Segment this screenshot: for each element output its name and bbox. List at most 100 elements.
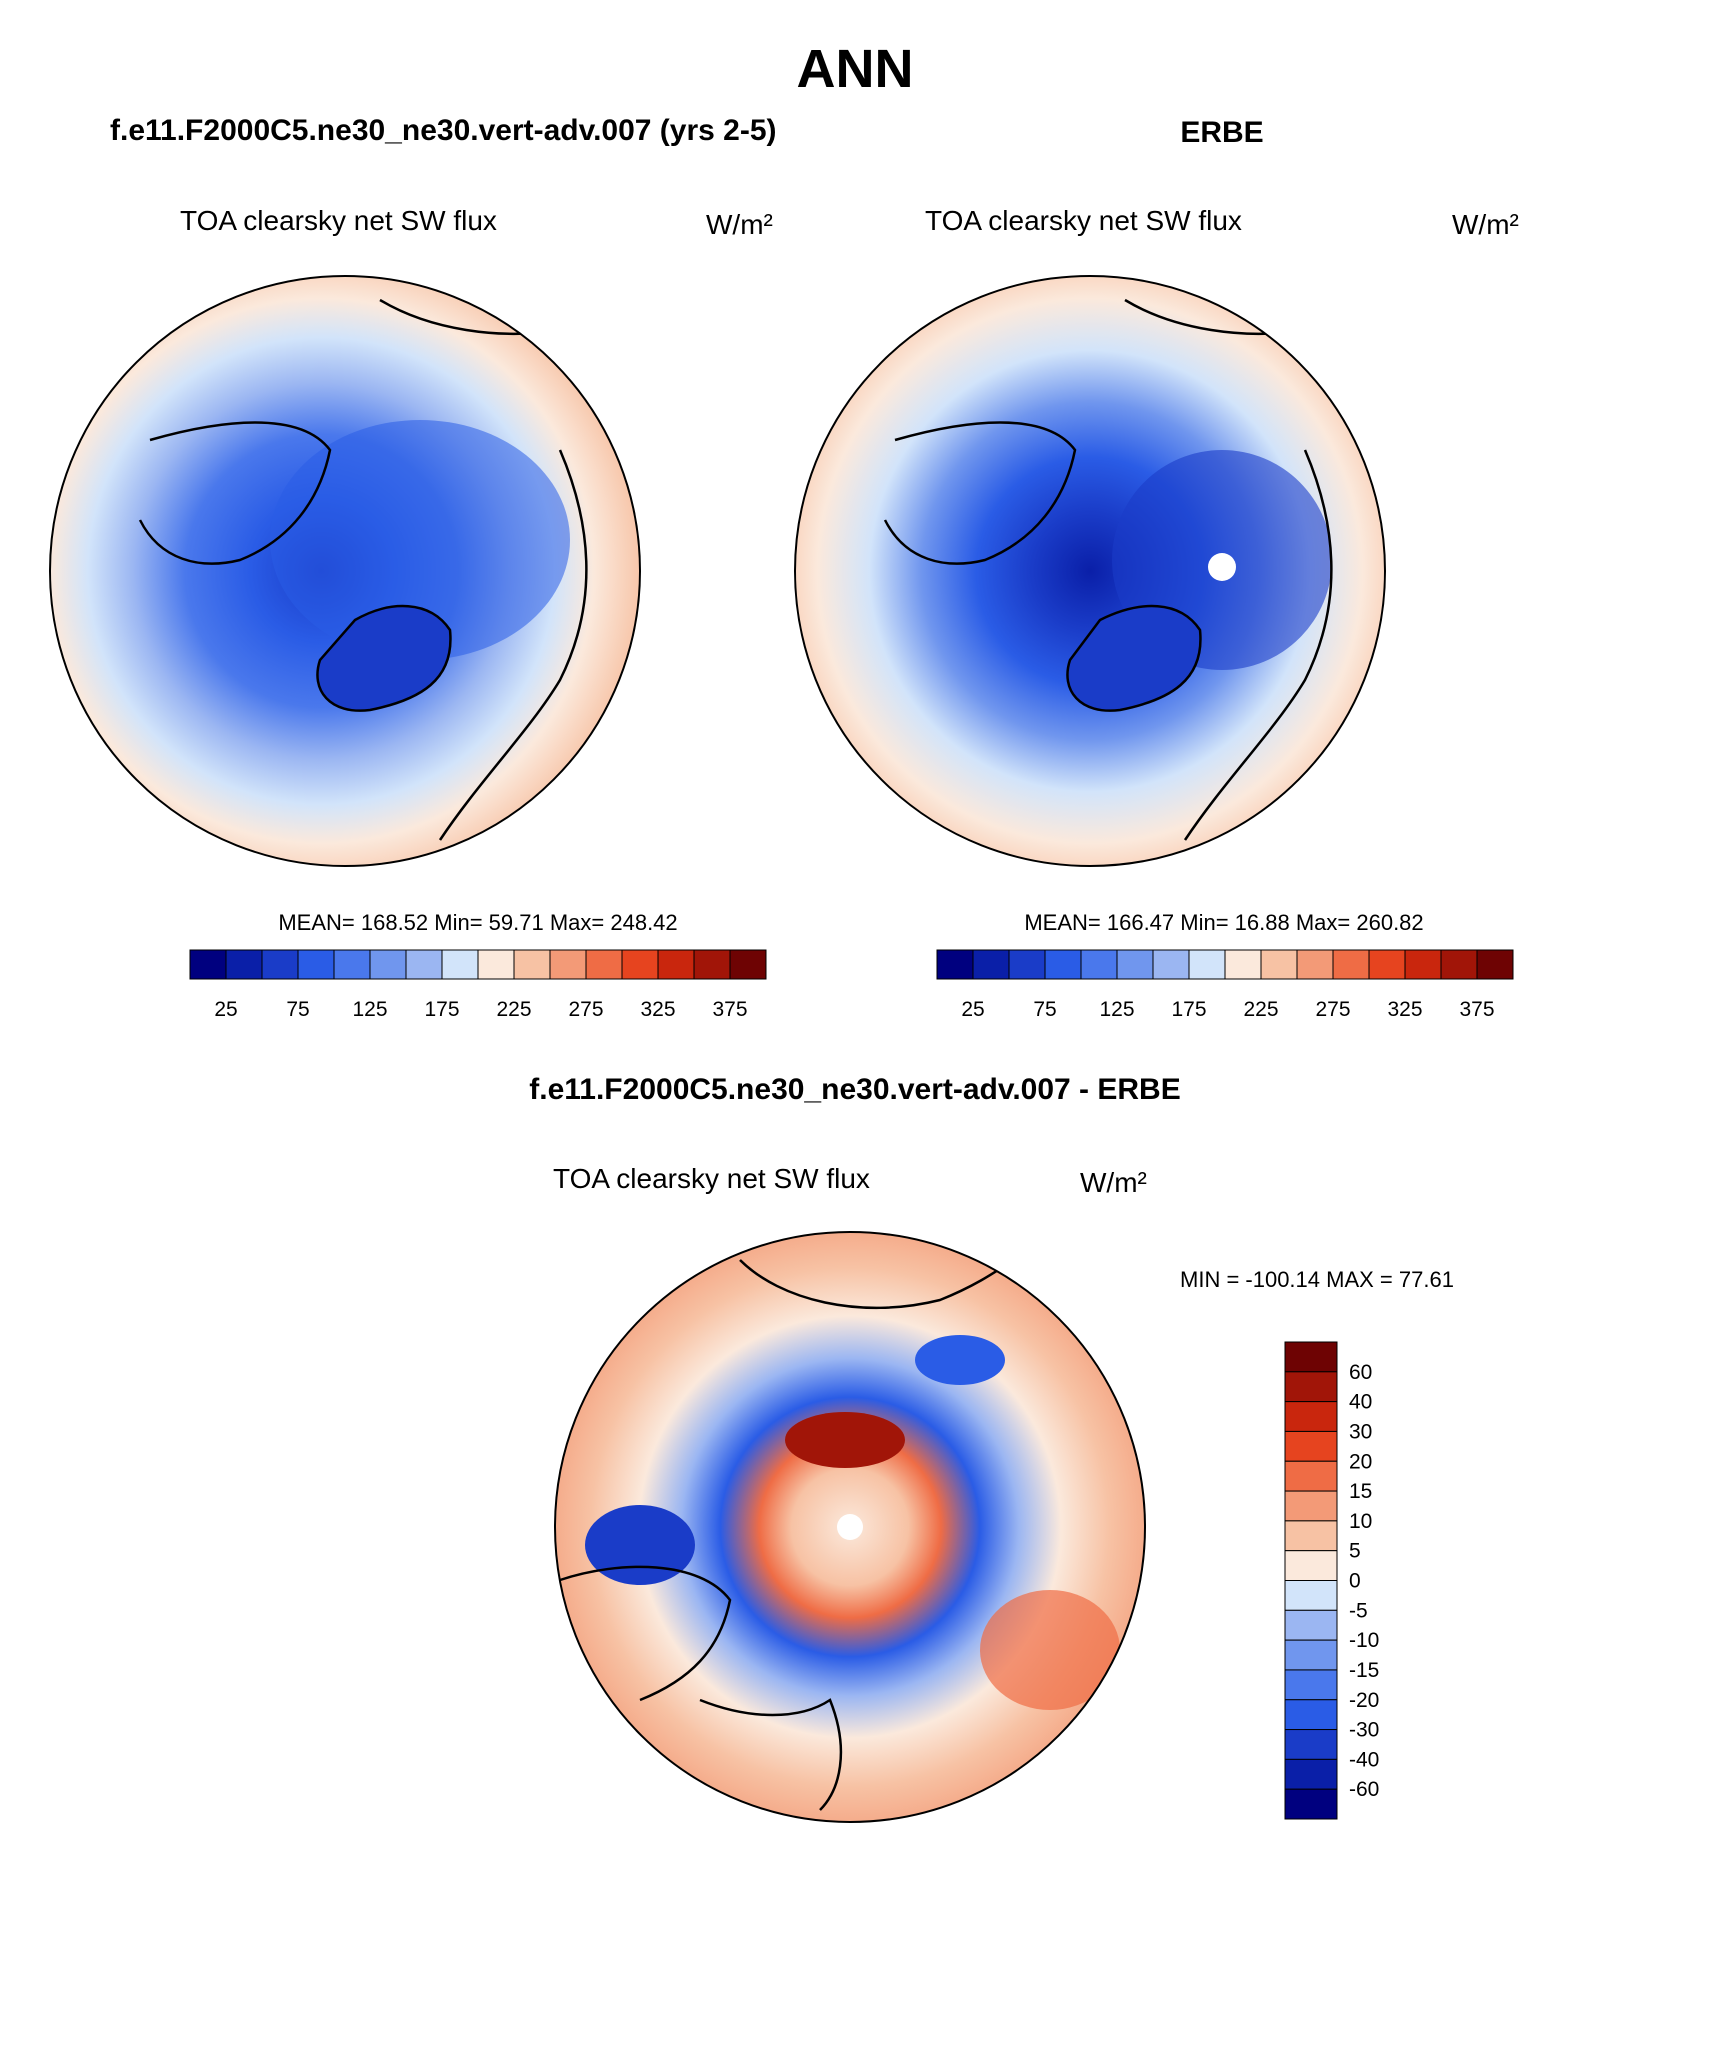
colorbar-tick-label: 0 [1349, 1570, 1361, 1593]
colorbar-tick-label: -5 [1349, 1599, 1368, 1622]
obs-panel-title: ERBE [1180, 116, 1263, 149]
colorbar-cell [369, 949, 407, 980]
obs-map-border [794, 275, 1386, 867]
colorbar-cell [1260, 949, 1298, 980]
obs-stats: MEAN= 166.47 Min= 16.88 Max= 260.82 [1024, 910, 1423, 935]
colorbar-cell [1284, 1371, 1338, 1403]
model-variable-label: TOA clearsky net SW flux [180, 205, 497, 236]
colorbar-tick-label: -10 [1349, 1629, 1379, 1652]
colorbar-tick-label: 325 [640, 998, 675, 1021]
colorbar-cell [1404, 949, 1442, 980]
colorbar-cell [549, 949, 587, 980]
colorbar-tick-label: 375 [712, 998, 747, 1021]
colorbar-tick-label: 20 [1349, 1450, 1372, 1473]
colorbar-cell [1152, 949, 1190, 980]
colorbar-cell [1284, 1758, 1338, 1790]
obs-polar-map [795, 276, 1385, 866]
diff-panel-title: f.e11.F2000C5.ne30_ne30.vert-adv.007 - E… [529, 1073, 1180, 1106]
diff-stats: MIN = -100.14 MAX = 77.61 [1180, 1267, 1454, 1292]
colorbar-cell [1116, 949, 1154, 980]
colorbar-tick-label: 75 [1033, 998, 1056, 1021]
colorbar-tick-label: 125 [352, 998, 387, 1021]
colorbar-cell [1044, 949, 1082, 980]
colorbar-cell [1284, 1520, 1338, 1552]
colorbar-tick-label: 125 [1099, 998, 1134, 1021]
colorbar-cell [1284, 1401, 1338, 1432]
colorbar-cell [441, 949, 479, 980]
colorbar-cell [1008, 949, 1046, 980]
obs-units-label: W/m² [1452, 209, 1519, 240]
colorbar-tick-label: 25 [961, 998, 984, 1021]
colorbar-tick-label: 10 [1349, 1510, 1372, 1533]
colorbar-cell [1284, 1550, 1338, 1581]
obs-colorbar: 25 75 125 175 225 275 325 375 [936, 949, 1514, 1021]
colorbar-tick-label: 30 [1349, 1420, 1372, 1443]
model-units-label: W/m² [706, 209, 773, 240]
colorbar-tick-label: 40 [1349, 1391, 1372, 1414]
colorbar-tick-label: 25 [214, 998, 237, 1021]
colorbar-tick-label: 275 [1315, 998, 1350, 1021]
colorbar-cell [1224, 949, 1262, 980]
diff-colorbar: 60 40 30 20 15 10 5 0 -5 -10 -15 -20 -30 -40 -60 [1284, 1341, 1379, 1820]
colorbar-tick-label: -40 [1349, 1748, 1379, 1771]
colorbar-tick-label: 325 [1387, 998, 1422, 1021]
colorbar-cell [513, 949, 551, 980]
colorbar-tick-label: 175 [424, 998, 459, 1021]
model-polar-map [50, 276, 640, 866]
colorbar-cell [657, 949, 695, 980]
diff-variable-label: TOA clearsky net SW flux [553, 1163, 870, 1194]
colorbar-cell [1284, 1669, 1338, 1701]
colorbar-tick-label: 5 [1349, 1540, 1361, 1563]
colorbar-cell [1476, 949, 1514, 980]
diff-pole-hole [837, 1514, 863, 1540]
colorbar-cell [1284, 1460, 1338, 1492]
diff-polar-map [555, 1232, 1145, 1822]
colorbar-tick-label: 15 [1349, 1480, 1372, 1503]
colorbar-cell [1188, 949, 1226, 980]
colorbar-cell [1284, 1609, 1338, 1641]
colorbar-cell [1284, 1490, 1338, 1522]
colorbar-cell [189, 949, 227, 980]
colorbar-cell [1284, 1639, 1338, 1671]
colorbar-tick-label: 75 [286, 998, 309, 1021]
model-panel-title: f.e11.F2000C5.ne30_ne30.vert-adv.007 (yr… [110, 114, 777, 147]
model-colorbar: 25 75 125 175 225 275 325 375 [189, 949, 767, 1021]
colorbar-cell [1080, 949, 1118, 980]
model-stats: MEAN= 168.52 Min= 59.71 Max= 248.42 [278, 910, 677, 935]
colorbar-cell [1284, 1430, 1338, 1462]
colorbar-tick-label: -30 [1349, 1719, 1379, 1742]
main-title: ANN [797, 39, 914, 99]
diff-map-panel: TOA clearsky net SW flux W/m² MIN = -100… [553, 1163, 1454, 1823]
colorbar-tick-label: 225 [496, 998, 531, 1021]
diff-units-label: W/m² [1080, 1167, 1147, 1198]
colorbar-cell [1296, 949, 1334, 980]
obs-pole-hole [1208, 553, 1236, 581]
colorbar-tick-label: 225 [1243, 998, 1278, 1021]
colorbar-cell [333, 949, 371, 980]
colorbar-cell [1440, 949, 1478, 980]
colorbar-tick-label: 175 [1171, 998, 1206, 1021]
colorbar-cell [297, 949, 335, 980]
colorbar-cell [477, 949, 515, 980]
obs-map-panel: TOA clearsky net SW flux W/m² MEAN= 166.… [794, 205, 1519, 1021]
colorbar-cell [585, 949, 623, 980]
colorbar-cell [621, 949, 659, 980]
diff-map-border [554, 1231, 1146, 1823]
model-map-border [49, 275, 641, 867]
colorbar-cell [1368, 949, 1406, 980]
colorbar-cell [1284, 1699, 1338, 1731]
colorbar-cell [261, 949, 299, 980]
colorbar-cell [1284, 1341, 1338, 1373]
colorbar-tick-label: -60 [1349, 1778, 1379, 1801]
colorbar-cell [405, 949, 443, 980]
colorbar-cell [972, 949, 1010, 980]
colorbar-tick-label: -20 [1349, 1689, 1379, 1712]
colorbar-cell [1332, 949, 1370, 980]
colorbar-cell [1284, 1729, 1338, 1760]
colorbar-tick-label: 275 [568, 998, 603, 1021]
colorbar-tick-label: 375 [1459, 998, 1494, 1021]
colorbar-cell [936, 949, 974, 980]
colorbar-tick-label: -15 [1349, 1659, 1379, 1682]
obs-variable-label: TOA clearsky net SW flux [925, 205, 1242, 236]
